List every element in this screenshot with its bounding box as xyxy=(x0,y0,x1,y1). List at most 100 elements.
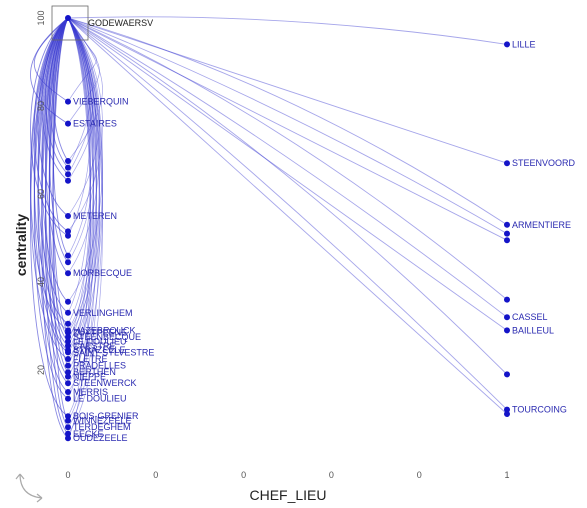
data-point[interactable] xyxy=(65,120,71,127)
network-edge xyxy=(67,17,94,324)
data-point[interactable] xyxy=(65,259,71,266)
point-label: STEENVOORD xyxy=(512,158,576,168)
rotate-icon[interactable] xyxy=(15,473,43,503)
data-point[interactable] xyxy=(65,338,71,345)
data-point[interactable] xyxy=(65,413,71,420)
point-label: LE DOULIEU xyxy=(73,336,127,346)
point-label: STEENWERCK xyxy=(73,378,137,388)
tick-layer: 20 40 60 80 100 0 0 0 0 0 1 xyxy=(36,10,510,480)
data-point[interactable] xyxy=(504,411,510,417)
network-edge xyxy=(67,17,91,366)
point-label: ARMENTIERE xyxy=(512,220,571,230)
data-point[interactable] xyxy=(65,342,71,349)
network-edge xyxy=(67,17,103,162)
x-tick-label: 0 xyxy=(417,470,422,480)
network-edge xyxy=(67,17,94,346)
network-edge xyxy=(52,17,69,421)
data-point[interactable] xyxy=(65,298,71,305)
network-edge xyxy=(67,16,508,45)
x-tick-label: 0 xyxy=(241,470,246,480)
x-tick-label: 0 xyxy=(329,470,334,480)
data-point[interactable] xyxy=(65,232,71,239)
data-point[interactable] xyxy=(65,389,71,395)
network-edge xyxy=(67,17,508,415)
network-edge xyxy=(30,17,69,417)
network-edge xyxy=(67,17,508,164)
data-point[interactable] xyxy=(504,41,510,48)
network-edge xyxy=(67,17,103,393)
data-point[interactable] xyxy=(65,373,71,380)
point-label: BERTHEN xyxy=(73,367,116,377)
network-edge xyxy=(67,17,91,439)
point-label: BOIS-GRENIER xyxy=(73,411,139,421)
data-point[interactable] xyxy=(65,424,71,431)
network-edge xyxy=(67,17,100,333)
point-label: CASSEL xyxy=(512,312,548,322)
data-point[interactable] xyxy=(65,15,71,21)
data-point[interactable] xyxy=(65,320,71,327)
data-point[interactable] xyxy=(65,213,71,219)
data-point[interactable] xyxy=(65,435,71,442)
y-tick-label: 40 xyxy=(36,277,46,287)
network-edge xyxy=(67,17,94,256)
network-edge xyxy=(67,17,100,217)
point-label: STEENBECQUE xyxy=(73,332,141,342)
point-label: OUDEZEELE xyxy=(73,433,128,443)
data-point[interactable] xyxy=(65,362,71,369)
network-edge xyxy=(67,17,103,232)
data-point[interactable] xyxy=(65,356,71,362)
network-edge xyxy=(67,17,508,300)
data-point[interactable] xyxy=(65,417,71,424)
data-point[interactable] xyxy=(65,158,71,164)
data-point[interactable] xyxy=(65,98,71,105)
point-label: SAINT-SYLVESTRE xyxy=(73,347,154,357)
network-edge xyxy=(67,17,100,384)
data-point[interactable] xyxy=(65,164,71,171)
point-label: METEREN xyxy=(73,211,117,221)
network-edge xyxy=(67,17,100,124)
network-edge xyxy=(67,17,508,375)
network-edge xyxy=(67,17,100,274)
network-edge xyxy=(67,17,508,410)
point-label: NIEPPE xyxy=(73,372,106,382)
data-point[interactable] xyxy=(504,406,510,413)
point-label: LE DOULIEU xyxy=(73,394,127,404)
point-label: MORBECQUE xyxy=(73,268,132,278)
network-edge xyxy=(67,17,97,377)
data-point[interactable] xyxy=(504,314,510,321)
network-edge xyxy=(67,17,97,351)
network-edge xyxy=(67,17,91,342)
node-layer xyxy=(65,15,510,442)
data-point[interactable] xyxy=(65,395,71,402)
data-point[interactable] xyxy=(65,380,71,387)
network-edge xyxy=(67,17,508,318)
data-point[interactable] xyxy=(504,296,510,303)
data-point[interactable] xyxy=(65,430,71,437)
data-point[interactable] xyxy=(504,327,510,334)
data-point[interactable] xyxy=(65,252,71,259)
data-point[interactable] xyxy=(504,371,510,378)
data-point[interactable] xyxy=(504,160,510,167)
data-point[interactable] xyxy=(65,171,71,178)
network-edge xyxy=(67,17,94,417)
point-label: BAILLEUL xyxy=(512,325,554,335)
data-point[interactable] xyxy=(65,349,71,356)
data-point[interactable] xyxy=(504,221,510,228)
data-point[interactable] xyxy=(65,228,71,235)
point-label: VIEBERQUIN xyxy=(73,97,129,107)
point-label: STRAZEELE xyxy=(73,345,126,355)
data-point[interactable] xyxy=(504,230,510,237)
network-edge xyxy=(67,17,508,241)
network-edge xyxy=(67,17,97,181)
data-point[interactable] xyxy=(504,237,510,244)
data-point[interactable] xyxy=(65,177,71,184)
network-edge xyxy=(67,17,508,331)
data-point[interactable] xyxy=(65,270,71,277)
data-point[interactable] xyxy=(65,329,71,336)
point-label: EECKE xyxy=(73,429,104,439)
data-point[interactable] xyxy=(65,334,71,340)
data-point[interactable] xyxy=(65,369,71,376)
network-edge xyxy=(67,17,91,313)
data-point[interactable] xyxy=(65,309,71,316)
